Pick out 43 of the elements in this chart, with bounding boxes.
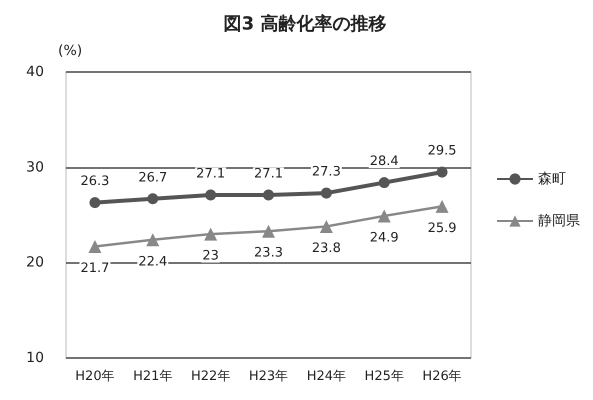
data-label: 23: [202, 248, 219, 264]
legend-label: 森町: [538, 171, 566, 187]
data-label: 22.4: [138, 254, 168, 270]
point: [204, 228, 218, 241]
point: [436, 166, 448, 178]
data-label: 23.8: [312, 240, 341, 256]
data-label: 21.7: [80, 260, 110, 276]
point: [320, 220, 333, 233]
data-label: 27.1: [254, 166, 283, 182]
chart-title: 図3 高齢化率の推移: [224, 14, 386, 34]
point: [146, 233, 160, 246]
point: [378, 177, 390, 188]
x-tick-label: H21年: [133, 369, 172, 384]
data-label: 26.3: [80, 174, 110, 190]
data-label: 26.7: [138, 170, 168, 186]
data-label: 25.9: [428, 220, 457, 236]
x-tick-label: H23年: [248, 369, 288, 384]
point: [262, 224, 275, 238]
point: [205, 189, 216, 200]
y-tick-label: 10: [26, 350, 44, 366]
y-axis-title: (%): [58, 43, 82, 59]
point: [89, 197, 100, 208]
legend-label: 静岡県: [538, 213, 580, 229]
y-tick-label: 30: [26, 159, 44, 176]
point: [88, 240, 102, 253]
point: [378, 209, 391, 222]
x-tick-label: H22年: [190, 369, 230, 384]
x-tick-label: H26年: [422, 369, 462, 384]
point: [320, 188, 332, 199]
x-tick-label: H24年: [306, 369, 346, 384]
data-label: 24.9: [370, 230, 399, 246]
point: [147, 193, 158, 204]
y-tick-label: 20: [26, 254, 44, 271]
data-label: 27.1: [196, 166, 226, 182]
x-tick-label: H25年: [364, 369, 404, 384]
data-label: 29.5: [428, 144, 457, 159]
data-label: 28.4: [370, 154, 399, 170]
data-label: 23.3: [254, 246, 283, 261]
point: [436, 200, 449, 213]
data-label: 27.3: [312, 164, 341, 180]
point: [263, 189, 274, 200]
x-tick-label: H20年: [75, 369, 115, 384]
y-tick-label: 40: [26, 64, 44, 80]
